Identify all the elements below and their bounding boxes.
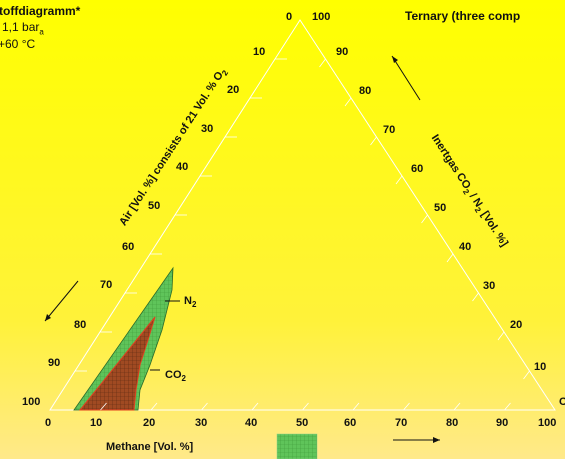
right-tick: 70 [383,124,396,136]
bottom-edge-tick [100,402,107,411]
right-tick: 90 [336,46,349,58]
bottom-tick: 10 [90,417,103,429]
bottom-tick: 70 [395,417,408,429]
co2-label: CO2 [165,369,186,384]
tick-marks [75,58,530,411]
right-tick: 60 [411,163,424,175]
bottom-edge-tick [150,402,158,411]
bottom-tick: 20 [143,417,156,429]
bottom-tick: 60 [344,417,357,429]
left-tick: 60 [122,241,135,253]
legend-swatch [276,433,318,459]
temperature-label: +60 °C [0,37,36,51]
right-arrow [391,55,421,101]
apex-right-label: 100 [312,11,331,23]
right-tick: 80 [359,85,372,97]
bottom-edge-tick [453,402,461,411]
left-tick: 40 [176,161,189,173]
bottom-edge-tick [352,402,360,411]
left-tick: 80 [74,319,87,331]
right-edge-tick [497,331,505,341]
n2-region [73,266,174,411]
bottom-tick: 90 [496,417,509,429]
right-edge-tick [344,97,352,107]
bottom-tick: 100 [538,417,557,429]
right-edge-tick [446,253,454,263]
left-arrow [44,280,79,322]
co2-region [78,316,156,411]
right-edge-tick [472,292,479,302]
right-tick: 10 [534,361,547,373]
bottom-arrow-head [433,437,440,443]
bottom-tick: 40 [245,417,258,429]
right-tick: 50 [434,202,447,214]
bottom-edge-tick [251,402,259,411]
right-edge-tick [319,58,326,68]
bottom-edge-tick [302,402,309,411]
right-edge-tick [395,175,403,185]
right-tick: 20 [510,319,523,331]
n2-label: N2 [184,295,197,310]
apex-left-label: 0 [286,11,293,23]
right-edge-tick [370,136,377,146]
bottom-tick: 50 [296,417,309,429]
right-edge-tick [421,214,428,224]
left-tick: 50 [148,200,161,212]
right-tick: 30 [483,280,496,292]
left-title: toffdiagramm* [0,4,81,18]
bottom-tick: 0 [45,417,52,429]
left-tick: 70 [100,279,113,291]
bottom-edge-tick [201,402,208,411]
left-tick: 90 [48,357,61,369]
left-tick: 10 [253,46,266,58]
bottom-tick: 30 [195,417,208,429]
pressure-label: 1,1 bara [2,20,44,37]
right-arrow-head [392,56,398,63]
bottom-tick: 80 [446,417,459,429]
left-tick: 20 [227,84,240,96]
left-tick: 100 [22,396,41,408]
bottom-edge-tick [403,402,410,411]
left-arrow-head [45,314,51,321]
bottom-right-edge-label: C [559,396,565,408]
bottom-axis-title: Methane [Vol. %] [106,441,194,453]
left-tick: 30 [201,123,214,135]
right-edge-tick [523,370,530,380]
bottom-edge-tick [504,402,511,411]
right-tick: 40 [459,241,472,253]
right-title: Ternary (three comp [405,9,521,23]
